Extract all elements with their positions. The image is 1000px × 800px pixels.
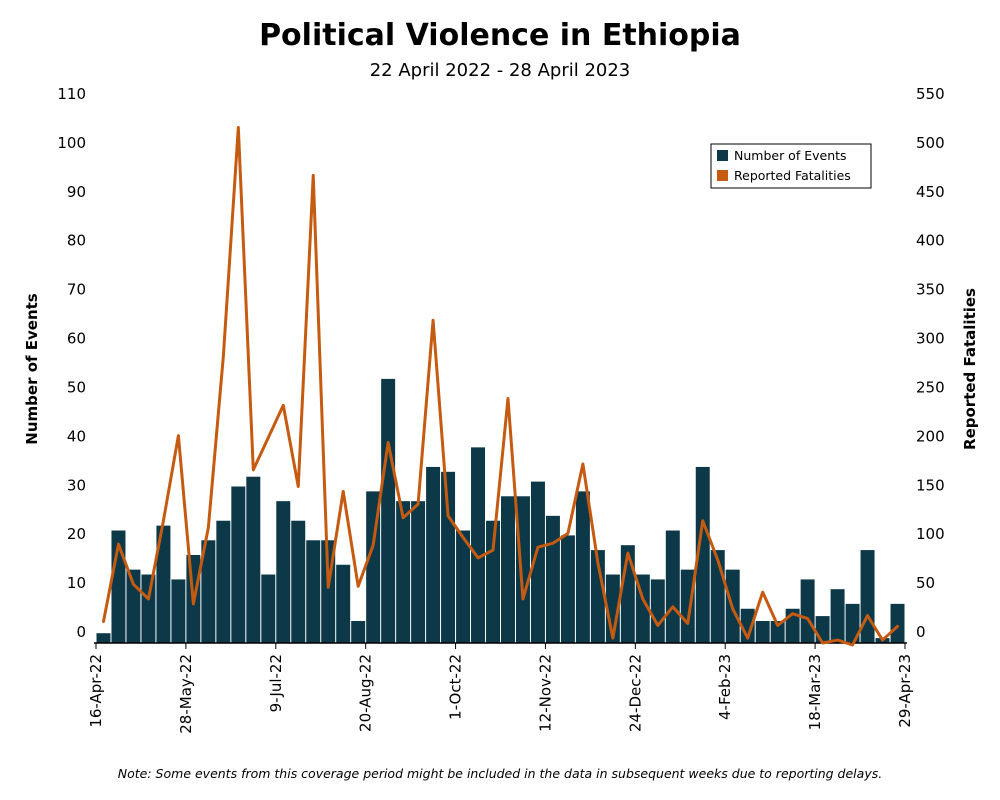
events-bar [246,476,261,643]
events-bar [845,603,860,643]
events-bar [650,579,665,643]
y2-tick-label: 300 [916,330,945,348]
y2-tick-label: 350 [916,281,945,299]
legend-swatch-events [717,150,728,161]
chart-title: Political Violence in Ethiopia [259,18,741,53]
y-tick-label: 10 [67,574,86,592]
fatalities-line [101,126,900,647]
events-bar [231,486,246,643]
legend-label-events: Number of Events [734,148,847,163]
y-tick-label: 50 [67,378,86,396]
y2-axis-title: Reported Fatalities [961,288,979,450]
x-tick-label: 4-Feb-23 [716,654,734,720]
events-bar [441,471,456,643]
x-tick-label: 24-Dec-22 [626,654,644,732]
events-bar [695,466,710,643]
y2-tick-label: 450 [916,183,945,201]
x-tick-label: 18-Mar-23 [806,654,824,730]
y-tick-label: 110 [57,85,86,103]
events-bar [680,569,695,643]
events-bar [291,520,306,643]
y2-tick-label: 150 [916,476,945,494]
legend-box [710,143,872,189]
y2-tick-label: 0 [916,623,926,641]
y-ticks-layer: 0 10 20 30 40 50 60 70 80 90 100 110 [57,85,86,641]
events-bar [890,603,905,643]
y-tick-label: 40 [67,427,86,445]
chart-subtitle: 22 April 2022 - 28 April 2023 [369,60,631,81]
y-tick-label: 90 [67,183,86,201]
y-tick-label: 20 [67,525,86,543]
events-bar [560,535,575,643]
events-bar [261,574,276,643]
chart-note: Note: Some events from this coverage per… [117,766,883,781]
y2-ticks-layer: 0 50 100 150 200 250 300 350 400 450 500 550 [916,85,945,641]
y-tick-label: 100 [57,134,86,152]
events-bar [815,616,830,643]
events-bar [530,481,545,643]
events-bar [545,515,560,643]
y-tick-label: 30 [67,476,86,494]
y2-tick-label: 50 [916,574,935,592]
events-bar [336,564,351,643]
events-bar [141,574,156,643]
events-bar [96,633,111,643]
events-bar [575,491,590,643]
events-bar [396,501,411,643]
events-bar [755,620,770,643]
y-tick-label: 0 [76,623,86,641]
x-tick-label: 20-Aug-22 [357,654,375,732]
x-tick-label: 12-Nov-22 [536,654,554,732]
events-bar [351,620,366,643]
events-bar [171,579,186,643]
events-bar [456,530,471,643]
events-bar [800,579,815,643]
events-bar [665,530,680,643]
events-bar [306,540,321,643]
events-bar [381,378,396,643]
events-bar [201,540,216,643]
x-tick-label: 1-Oct-22 [447,654,465,720]
events-bar [501,496,515,643]
y-tick-label: 80 [67,232,86,250]
events-bar [426,466,441,643]
events-bar [411,501,426,643]
y2-tick-label: 500 [916,134,945,152]
legend-swatch-fatalities [717,170,728,181]
x-tick-label: 16-Apr-22 [87,654,105,728]
events-bar [216,520,231,643]
legend: Number of Events Reported Fatalities [710,143,872,189]
y2-tick-label: 200 [916,427,945,445]
x-ticks-layer: 16-Apr-22 28-May-22 9-Jul-22 20-Aug-22 1-Oct… [87,643,914,734]
x-tick-label: 9-Jul-22 [267,654,285,712]
bars-layer [96,378,905,643]
y2-tick-label: 550 [916,85,945,103]
y-axis-title: Number of Events [23,293,41,444]
y-tick-label: 60 [67,330,86,348]
x-tick-label: 29-Apr-23 [896,654,914,728]
events-bar [860,550,875,643]
y2-tick-label: 100 [916,525,945,543]
x-tick-label: 28-May-22 [177,654,195,734]
y2-tick-label: 400 [916,232,945,250]
events-bar [830,589,845,643]
legend-label-fatalities: Reported Fatalities [734,168,851,183]
y-tick-label: 70 [67,281,86,299]
events-bar [471,447,486,643]
events-bar [156,525,171,643]
y2-tick-label: 250 [916,378,945,396]
events-bar [770,620,785,643]
events-bar [276,501,291,643]
